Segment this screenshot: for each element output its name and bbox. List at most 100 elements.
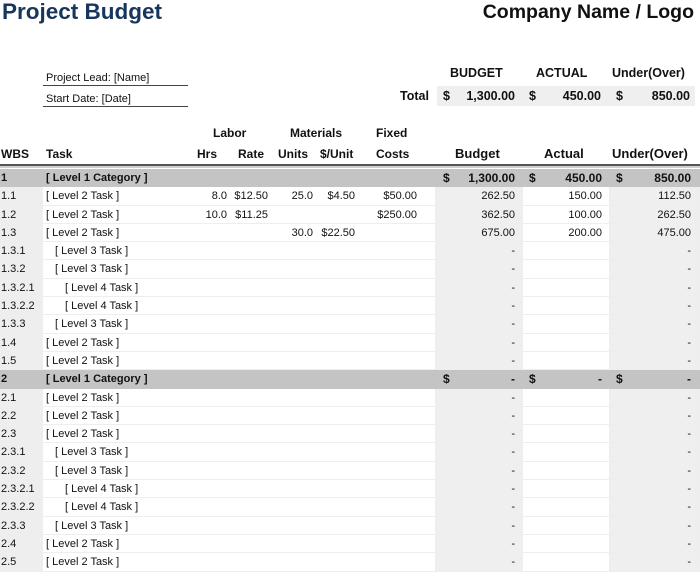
actual-cell[interactable]: 150.00	[568, 190, 602, 203]
fixed-costs-cell[interactable]	[360, 462, 417, 480]
task-row[interactable]: 1.3.1 [ Level 3 Task ] - -	[0, 242, 700, 261]
task-cell[interactable]: [ Level 4 Task ]	[65, 483, 139, 496]
rate-cell[interactable]: $11.25	[235, 208, 268, 221]
units-cell[interactable]	[275, 389, 313, 407]
actual-cell[interactable]	[526, 389, 602, 407]
units-cell[interactable]	[275, 370, 313, 388]
units-cell[interactable]	[275, 443, 313, 461]
per-unit-cell[interactable]	[313, 169, 355, 187]
rate-cell[interactable]	[228, 389, 268, 407]
actual-cell[interactable]: 200.00	[568, 226, 602, 239]
actual-cell[interactable]	[526, 315, 602, 333]
start-date-field[interactable]: Start Date: [Date]	[43, 89, 188, 107]
fixed-costs-cell[interactable]	[360, 553, 417, 571]
task-cell[interactable]: [ Level 3 Task ]	[55, 318, 129, 331]
task-cell[interactable]: [ Level 3 Task ]	[55, 245, 129, 258]
hrs-cell[interactable]	[190, 279, 227, 297]
category-row[interactable]: 1 [ Level 1 Category ] $ $ $1,300.00 450.00 85…	[0, 169, 700, 188]
rate-cell[interactable]	[228, 224, 268, 242]
hrs-cell[interactable]	[190, 498, 227, 516]
actual-cell-bg[interactable]	[523, 553, 609, 571]
hrs-cell[interactable]	[190, 425, 227, 443]
task-row[interactable]: 1.4 [ Level 2 Task ] - -	[0, 333, 700, 352]
fixed-costs-cell[interactable]	[360, 498, 417, 516]
task-row[interactable]: 1.3.3 [ Level 3 Task ] - -	[0, 315, 700, 334]
fixed-costs-cell[interactable]	[360, 352, 417, 370]
per-unit-cell[interactable]	[313, 443, 355, 461]
actual-cell[interactable]	[526, 297, 602, 315]
rate-cell[interactable]	[228, 315, 268, 333]
actual-cell-bg[interactable]	[523, 333, 609, 351]
fixed-costs-cell[interactable]	[360, 242, 417, 260]
actual-cell-bg[interactable]	[523, 388, 609, 406]
task-row[interactable]: 2.3.2.1 [ Level 4 Task ] - -	[0, 480, 700, 499]
per-unit-cell[interactable]	[313, 352, 355, 370]
units-cell[interactable]: 30.0	[291, 226, 313, 239]
actual-cell[interactable]	[526, 242, 602, 260]
task-row[interactable]: 1.3.2 [ Level 3 Task ] - -	[0, 260, 700, 279]
units-cell[interactable]	[275, 425, 313, 443]
rate-cell[interactable]	[228, 407, 268, 425]
hrs-cell[interactable]	[190, 370, 227, 388]
per-unit-cell[interactable]: $22.50	[321, 226, 355, 239]
actual-cell-bg[interactable]	[523, 425, 609, 443]
actual-cell-bg[interactable]	[523, 205, 609, 223]
rate-cell[interactable]	[228, 352, 268, 370]
actual-cell-bg[interactable]	[523, 406, 609, 425]
task-cell[interactable]: [ Level 2 Task ]	[46, 409, 120, 422]
task-row[interactable]: 1.3.2.1 [ Level 4 Task ] - -	[0, 278, 700, 298]
fixed-costs-cell[interactable]	[360, 279, 417, 297]
per-unit-cell[interactable]	[313, 517, 355, 535]
rate-cell[interactable]	[228, 169, 268, 187]
actual-cell[interactable]	[526, 517, 602, 535]
per-unit-cell[interactable]	[313, 480, 355, 498]
fixed-costs-cell[interactable]	[360, 169, 417, 187]
hrs-cell[interactable]	[190, 297, 227, 315]
hrs-cell[interactable]	[190, 389, 227, 407]
task-cell[interactable]: [ Level 2 Task ]	[46, 428, 120, 441]
fixed-costs-cell[interactable]	[360, 297, 417, 315]
rate-cell[interactable]: $12.50	[234, 190, 268, 203]
rate-cell[interactable]	[228, 297, 268, 315]
actual-cell[interactable]: 100.00	[568, 208, 602, 221]
task-row[interactable]: 1.5 [ Level 2 Task ] - -	[0, 351, 700, 371]
hrs-cell[interactable]	[190, 334, 227, 352]
hrs-cell[interactable]	[190, 224, 227, 242]
actual-cell[interactable]	[526, 553, 602, 571]
task-cell[interactable]: [ Level 1 Category ]	[46, 373, 148, 386]
rate-cell[interactable]	[228, 242, 268, 260]
actual-cell[interactable]: -	[598, 372, 602, 387]
task-row[interactable]: 2.3.3 [ Level 3 Task ] - -	[0, 516, 700, 535]
units-cell[interactable]	[275, 553, 313, 571]
task-row[interactable]: 2.1 [ Level 2 Task ] - -	[0, 388, 700, 407]
actual-cell[interactable]	[526, 352, 602, 370]
task-row[interactable]: 2.5 [ Level 2 Task ] - -	[0, 553, 700, 572]
units-cell[interactable]	[275, 242, 313, 260]
task-cell[interactable]: [ Level 4 Task ]	[65, 501, 139, 514]
task-cell[interactable]: [ Level 2 Task ]	[46, 556, 120, 569]
rate-cell[interactable]	[228, 425, 268, 443]
units-cell[interactable]	[275, 169, 313, 187]
task-cell[interactable]: [ Level 2 Task ]	[46, 336, 120, 349]
units-cell[interactable]	[275, 462, 313, 480]
fixed-costs-cell[interactable]	[360, 334, 417, 352]
fixed-costs-cell[interactable]	[360, 370, 417, 388]
fixed-costs-cell[interactable]	[360, 443, 417, 461]
fixed-costs-cell[interactable]: $50.00	[383, 190, 417, 203]
task-row[interactable]: 2.3.1 [ Level 3 Task ] - -	[0, 443, 700, 462]
fixed-costs-cell[interactable]: $250.00	[377, 208, 417, 221]
fixed-costs-cell[interactable]	[360, 260, 417, 278]
actual-cell[interactable]	[526, 260, 602, 278]
per-unit-cell[interactable]	[313, 462, 355, 480]
task-row[interactable]: 2.4 [ Level 2 Task ] - -	[0, 534, 700, 554]
hrs-cell[interactable]	[190, 553, 227, 571]
actual-cell-bg[interactable]	[523, 315, 609, 333]
task-cell[interactable]: [ Level 4 Task ]	[65, 281, 139, 294]
actual-cell[interactable]	[526, 334, 602, 352]
task-cell[interactable]: [ Level 2 Task ]	[46, 190, 120, 203]
rate-cell[interactable]	[228, 517, 268, 535]
units-cell[interactable]	[275, 297, 313, 315]
units-cell[interactable]	[275, 260, 313, 278]
actual-cell-bg[interactable]	[523, 534, 609, 553]
actual-cell-bg[interactable]	[523, 516, 609, 534]
